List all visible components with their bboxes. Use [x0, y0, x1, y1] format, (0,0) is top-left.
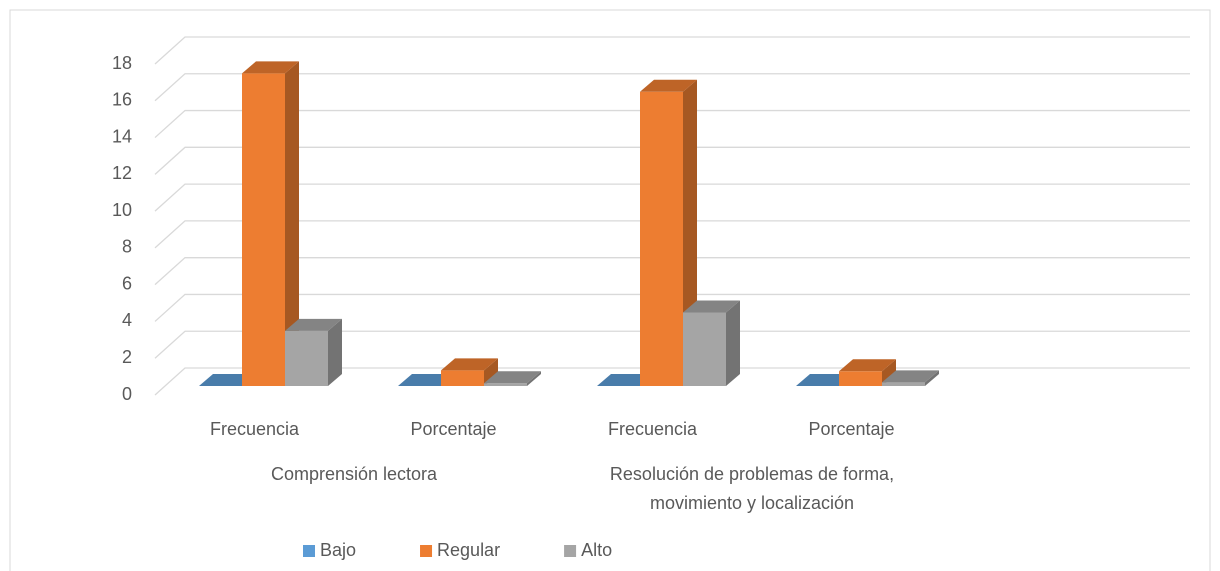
bar-top [882, 370, 939, 383]
grid-line [154, 183, 1190, 212]
bar [242, 73, 285, 386]
group-label: Resolución de problemas de forma, [610, 464, 894, 484]
bar-side [484, 358, 498, 386]
legend-swatch [303, 545, 315, 557]
bar-side [527, 371, 541, 386]
y-tick-label: 4 [122, 310, 132, 330]
bar-top [441, 358, 498, 371]
bar [285, 330, 328, 386]
y-tick-label: 2 [122, 347, 132, 367]
bar-top [640, 79, 697, 92]
grid-line [154, 220, 1190, 249]
bar [441, 370, 484, 386]
grid-line [154, 73, 1190, 102]
bar [683, 312, 726, 386]
legend-label: Bajo [320, 540, 356, 560]
y-tick-label: 14 [112, 126, 132, 146]
grid-line [154, 330, 1190, 359]
bar-top [597, 374, 654, 386]
grid-line [154, 257, 1190, 286]
bar [484, 383, 527, 386]
bar-top [285, 318, 342, 331]
grid-line [154, 36, 1190, 65]
y-tick-label: 6 [122, 273, 132, 293]
x-tick-label: Porcentaje [410, 419, 496, 439]
bar-side [285, 61, 299, 387]
grid-line [154, 109, 1190, 139]
y-tick-label: 0 [122, 384, 132, 404]
legend-swatch [420, 545, 433, 557]
group-label: movimiento y localización [650, 493, 854, 513]
bar-top [398, 374, 455, 386]
grid-line [154, 146, 1190, 175]
chart-border [9, 9, 1211, 571]
bar [882, 382, 925, 386]
y-tick-label: 12 [112, 163, 132, 183]
bar-top [683, 300, 740, 313]
bar-side [925, 370, 939, 386]
y-tick-label: 10 [112, 200, 132, 220]
bar [839, 371, 882, 386]
bar-top [199, 374, 256, 386]
y-tick-label: 18 [112, 53, 132, 73]
bar-side [882, 359, 896, 386]
bar-side [726, 300, 740, 386]
x-tick-label: Porcentaje [808, 419, 894, 439]
legend-label: Alto [581, 540, 612, 560]
legend-label: Regular [437, 540, 500, 560]
bar-top [839, 359, 896, 372]
bar-top [796, 374, 853, 386]
y-tick-label: 8 [122, 237, 132, 257]
grid-line [154, 293, 1190, 322]
bar [640, 91, 683, 387]
legend-swatch [564, 545, 577, 557]
x-tick-label: Frecuencia [608, 419, 698, 439]
group-label: Comprensión lectora [271, 464, 438, 484]
bar-side [328, 318, 342, 386]
y-tick-label: 16 [112, 90, 132, 110]
bar-top [242, 61, 299, 74]
x-tick-label: Frecuencia [210, 419, 300, 439]
bar-top [484, 371, 541, 384]
